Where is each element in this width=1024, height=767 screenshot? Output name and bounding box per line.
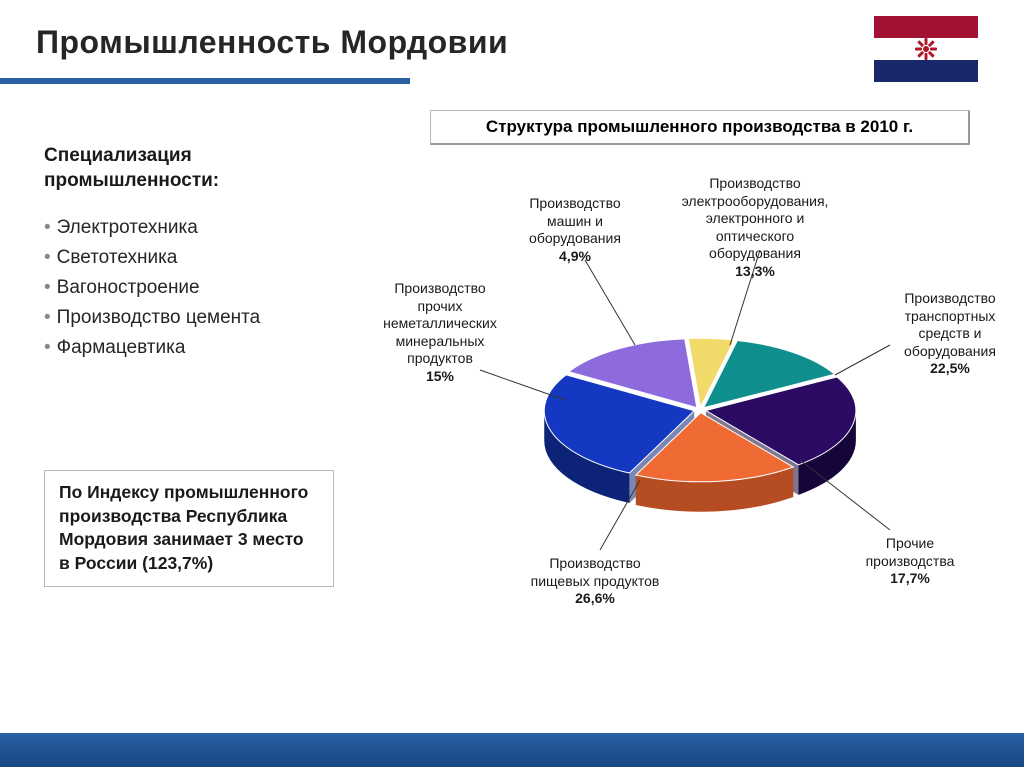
list-item: •Светотехника [44, 247, 354, 269]
footer-band [0, 733, 1024, 767]
index-fact-box: По Индексу промышленного производства Ре… [44, 470, 334, 587]
pie-chart: Производство электрооборудо­вания, элект… [370, 160, 1010, 620]
slice-label: Прочие производства17,7% [840, 535, 980, 588]
specialization-heading: Специализация промышленности: [44, 144, 354, 193]
specialization-list: •Электротехника •Светотехника •Вагоностр… [44, 217, 354, 359]
list-item: •Вагоностроение [44, 277, 354, 299]
list-item: •Фармацевтика [44, 337, 354, 359]
mordovia-flag [874, 16, 978, 82]
slice-label: Производство пищевых продуктов26,6% [520, 555, 670, 608]
list-item: •Производство цемента [44, 307, 354, 329]
slice-label: Производство прочих неметаллических мине… [370, 280, 510, 385]
list-item: •Электротехника [44, 217, 354, 239]
slice-label: Производство электрооборудо­вания, элект… [670, 175, 840, 280]
page-title: Промышленность Мордовии [36, 24, 508, 61]
slice-label: Производство транспортных средств и обор… [890, 290, 1010, 378]
slice-label: Производство машин и оборудования4,9% [510, 195, 640, 265]
specialization-block: Специализация промышленности: •Электроте… [44, 144, 354, 367]
title-rule [0, 78, 410, 84]
chart-title: Структура промышленного производства в 2… [430, 110, 970, 145]
